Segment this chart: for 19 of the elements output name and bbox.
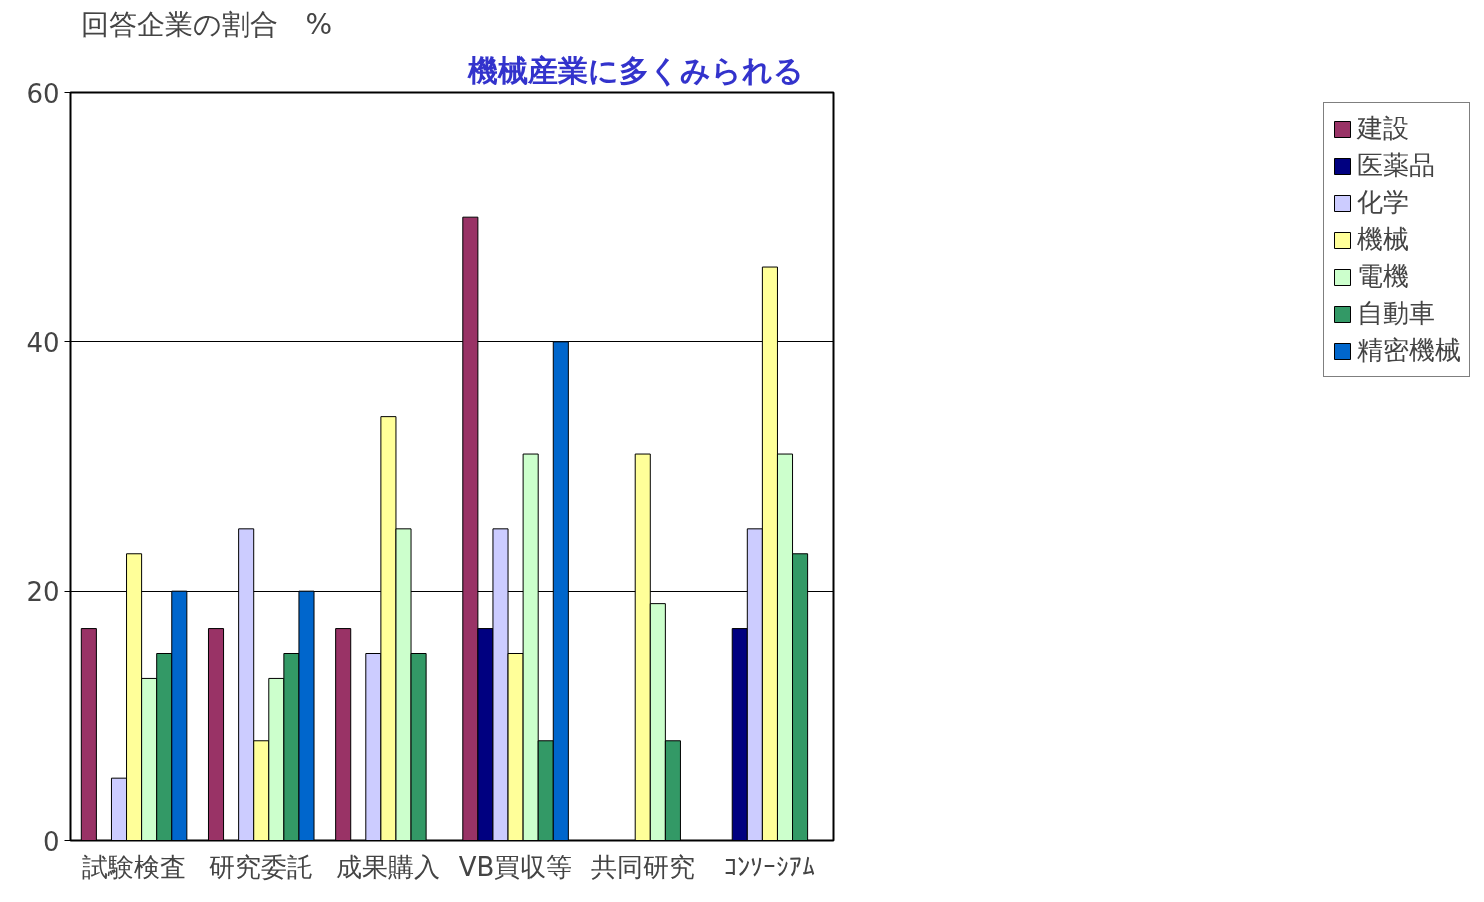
y-tick-label: 0 <box>42 826 60 857</box>
legend-label: 自動車 <box>1357 297 1435 330</box>
x-tick-label: 試験検査 <box>82 851 187 882</box>
y-tick-label: 60 <box>26 78 60 109</box>
x-tick-label: VB買収等 <box>458 851 573 882</box>
x-tick-label: 成果購入 <box>336 851 441 882</box>
legend-label: 建設 <box>1357 112 1409 145</box>
legend-label: 医薬品 <box>1357 149 1435 182</box>
x-tick-label: 研究委託 <box>209 851 314 882</box>
legend-label: 化学 <box>1357 186 1409 219</box>
x-tick-label: 共同研究 <box>590 851 695 882</box>
legend-label: 機械 <box>1357 223 1409 256</box>
legend-label: 電機 <box>1357 260 1409 293</box>
y-tick-label: 40 <box>26 327 60 358</box>
y-axis-title: 回答企業の割合 % <box>80 7 333 41</box>
legend-label: 精密機械 <box>1357 334 1461 367</box>
chart-title: 機械産業に多くみられる <box>466 52 804 88</box>
x-tick-label: ｺﾝｿｰｼｱﾑ <box>724 851 816 882</box>
y-tick-label: 20 <box>26 577 60 608</box>
